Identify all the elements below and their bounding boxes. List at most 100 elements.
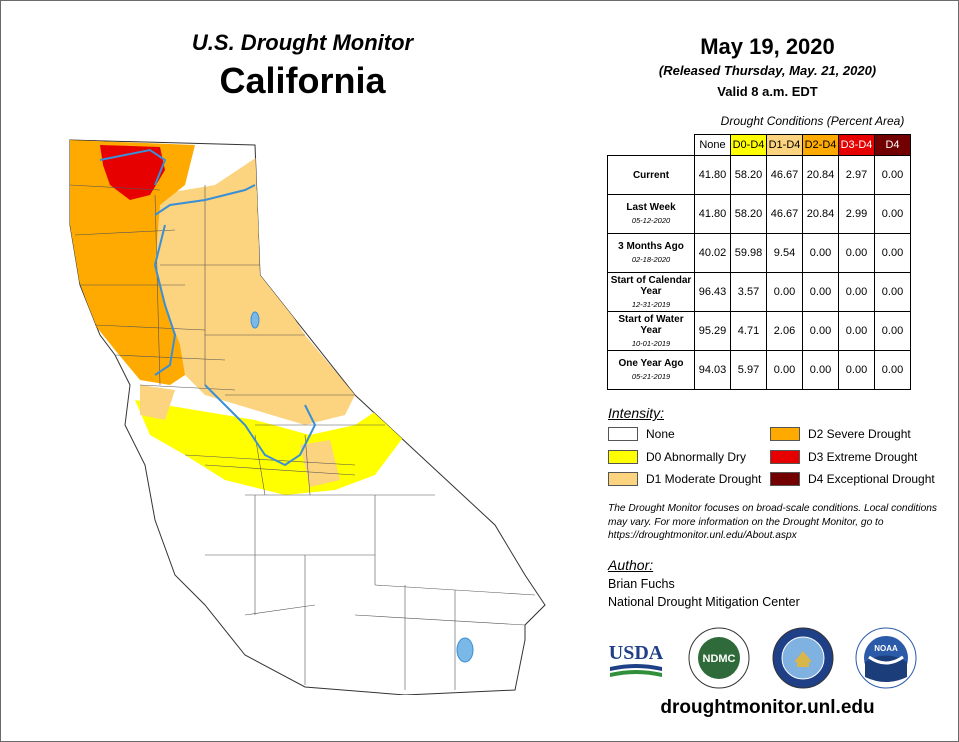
table-cell: 0.00 [874, 311, 911, 351]
legend-swatch [608, 472, 638, 486]
intensity-heading: Intensity: [608, 405, 665, 421]
legend-label: None [646, 427, 675, 441]
table-cell: 4.71 [730, 311, 767, 351]
legend-swatch [608, 450, 638, 464]
d1-region-se [300, 440, 340, 487]
table-cell: 58.20 [730, 194, 767, 234]
legend-swatch [770, 472, 800, 486]
d1-region-sw [140, 385, 175, 420]
table-cell: 0.00 [874, 233, 911, 273]
table-caption: Drought Conditions (Percent Area) [720, 114, 905, 128]
table-cell: 3.57 [730, 272, 767, 312]
legend-item-d2: D2 Severe Drought [770, 426, 911, 442]
table-row: One Year Ago 05-21-2019 94.03 5.97 0.00 0… [607, 350, 911, 390]
legend-label: D0 Abnormally Dry [646, 450, 747, 464]
table-cell: 0.00 [766, 350, 803, 390]
col-header-d1: D1-D4 [766, 134, 803, 156]
noaa-logo: NOAA [855, 627, 917, 689]
ndmc-logo: NDMC [688, 627, 750, 689]
table-cell: 95.29 [694, 311, 731, 351]
row-label: Current [607, 155, 695, 195]
legend-label: D2 Severe Drought [808, 427, 911, 441]
lake-tahoe [250, 311, 260, 329]
legend-item-d4: D4 Exceptional Drought [770, 471, 935, 487]
california-drought-map [69, 139, 546, 695]
legend-item-none: None [608, 426, 675, 442]
table-cell: 20.84 [802, 194, 839, 234]
table-cell: 41.80 [694, 155, 731, 195]
table-cell: 46.67 [766, 194, 803, 234]
row-label: Start of Water Year 10-01-2019 [607, 311, 695, 351]
table-cell: 0.00 [766, 272, 803, 312]
table-cell: 2.97 [838, 155, 875, 195]
table-cell: 0.00 [874, 194, 911, 234]
salton-sea [456, 637, 474, 663]
legend-label: D1 Moderate Drought [646, 472, 762, 486]
table-row: Current 41.80 58.20 46.67 20.84 2.97 0.0… [607, 155, 911, 195]
table-cell: 94.03 [694, 350, 731, 390]
author-heading: Author: [608, 557, 654, 573]
legend-label: D3 Extreme Drought [808, 450, 918, 464]
legend-label: D4 Exceptional Drought [808, 472, 935, 486]
table-cell: 0.00 [838, 233, 875, 273]
table-cell: 0.00 [838, 272, 875, 312]
col-header-d2: D2-D4 [802, 134, 839, 156]
table-cell: 0.00 [802, 350, 839, 390]
disclaimer-note: The Drought Monitor focuses on broad-sca… [608, 503, 938, 541]
table-cell: 40.02 [694, 233, 731, 273]
legend-swatch [770, 427, 800, 441]
table-cell: 0.00 [874, 350, 911, 390]
county-lines [69, 184, 536, 690]
table-cell: 20.84 [802, 155, 839, 195]
col-header-d0: D0-D4 [730, 134, 767, 156]
legend-item-d3: D3 Extreme Drought [770, 449, 917, 465]
table-row: Last Week 05-12-2020 41.80 58.20 46.67 20… [607, 194, 911, 234]
valid-time: Valid 8 a.m. EDT [717, 84, 818, 99]
row-label: Start of Calendar Year 12-31-2019 [607, 272, 695, 312]
table-row: 3 Months Ago 02-18-2020 40.02 59.98 9.54 … [607, 233, 911, 273]
legend-swatch [770, 450, 800, 464]
table-cell: 0.00 [838, 350, 875, 390]
d3-region [100, 145, 165, 200]
author-org: National Drought Mitigation Center [608, 595, 800, 609]
drought-conditions-table: None D0-D4 D1-D4 D2-D4 D3-D4 D4 Current … [607, 134, 911, 390]
map-date: May 19, 2020 [700, 34, 835, 59]
table-cell: 59.98 [730, 233, 767, 273]
table-cell: 5.97 [730, 350, 767, 390]
svg-text:USDA: USDA [609, 642, 664, 664]
table-cell: 0.00 [802, 272, 839, 312]
table-row: Start of Calendar Year 12-31-2019 96.43 3… [607, 272, 911, 312]
col-header-none: None [694, 134, 731, 156]
table-cell: 0.00 [838, 311, 875, 351]
row-label: 3 Months Ago 02-18-2020 [607, 233, 695, 273]
table-cell: 58.20 [730, 155, 767, 195]
monitor-title: U.S. Drought Monitor [191, 30, 414, 55]
state-title: California [219, 60, 386, 101]
table-cell: 0.00 [874, 272, 911, 312]
table-cell: 41.80 [694, 194, 731, 234]
table-cell: 0.00 [802, 233, 839, 273]
col-header-d4: D4 [874, 134, 911, 156]
table-row: Start of Water Year 10-01-2019 95.29 4.71… [607, 311, 911, 351]
table-cell: 96.43 [694, 272, 731, 312]
table-cell: 0.00 [802, 311, 839, 351]
table-cell: 2.99 [838, 194, 875, 234]
table-cell: 0.00 [874, 155, 911, 195]
website-url: droughtmonitor.unl.edu [660, 697, 875, 718]
legend-item-d1: D1 Moderate Drought [608, 471, 761, 487]
legend-swatch [608, 427, 638, 441]
table-corner [608, 135, 695, 156]
author-name: Brian Fuchs [608, 577, 675, 591]
usda-logo: USDA [607, 635, 665, 680]
svg-text:NDMC: NDMC [703, 653, 736, 665]
row-label: One Year Ago 05-21-2019 [607, 350, 695, 390]
svg-text:NOAA: NOAA [874, 644, 898, 653]
table-cell: 9.54 [766, 233, 803, 273]
table-cell: 46.67 [766, 155, 803, 195]
d2-region [70, 140, 195, 385]
rivers [99, 148, 317, 467]
table-cell: 2.06 [766, 311, 803, 351]
released-date: (Released Thursday, May. 21, 2020) [658, 63, 877, 78]
legend-item-d0: D0 Abnormally Dry [608, 449, 746, 465]
col-header-d3: D3-D4 [838, 134, 875, 156]
